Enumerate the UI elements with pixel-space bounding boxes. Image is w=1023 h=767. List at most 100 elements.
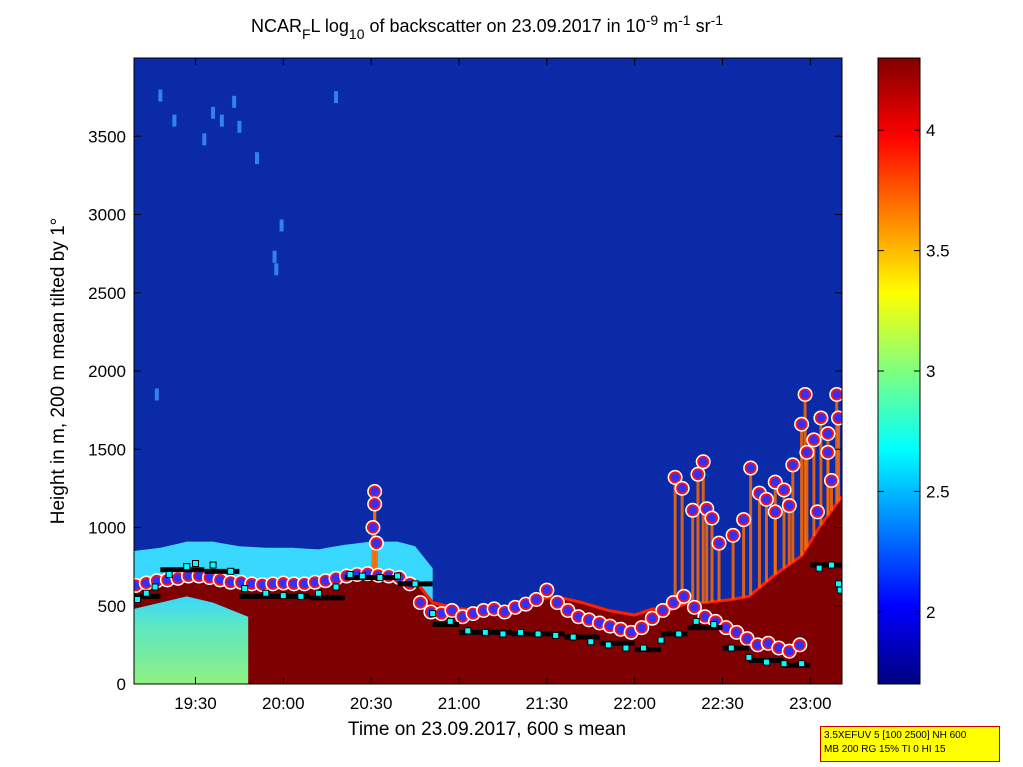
aerosol-square	[346, 570, 354, 578]
x-tick-label: 19:30	[174, 694, 217, 713]
cloud-dot	[412, 595, 428, 611]
cloud-dot	[830, 410, 842, 426]
aerosol-square	[332, 583, 340, 591]
dust-patch	[172, 114, 177, 127]
aerosol-square	[429, 610, 437, 618]
plot-area	[134, 58, 842, 684]
aerosol-square	[798, 660, 806, 668]
cloud-dot	[797, 386, 813, 402]
cloud-dot	[776, 482, 792, 498]
x-tick-label: 22:30	[701, 694, 744, 713]
cloud-dot	[676, 588, 692, 604]
cloud-dot	[806, 432, 822, 448]
x-tick-label: 22:00	[613, 694, 656, 713]
boundary-layer-region	[134, 496, 842, 684]
cloud-dot	[813, 410, 829, 426]
cloud-dot	[799, 444, 815, 460]
aerosol-square	[657, 636, 665, 644]
info-line-1: 3.5XEFUV 5 [100 2500] NH 600	[824, 730, 967, 741]
aerosol-square	[297, 592, 305, 600]
aerosol-square	[209, 561, 217, 569]
x-axis: 19:30 20:00 20:30 21:00 21:30 22:00 22:30 23:00	[174, 58, 832, 713]
dust-patch	[237, 120, 242, 133]
aerosol-square	[481, 628, 489, 636]
cloud-dot	[365, 520, 381, 535]
cloud-dot	[829, 386, 842, 402]
x-tick-label: 20:00	[262, 694, 305, 713]
cloud-dot	[743, 460, 759, 476]
aerosol-square	[314, 589, 322, 597]
cloud-dot	[718, 620, 734, 636]
aerosol-square	[394, 572, 402, 580]
cloud-dot	[634, 620, 650, 636]
aerosol-square	[815, 564, 823, 572]
aerosol-square	[241, 585, 249, 593]
cloud-dot	[820, 444, 836, 460]
cloud-dot	[212, 572, 228, 588]
x-tick-label: 21:30	[526, 694, 569, 713]
y-tick-label: 1500	[88, 440, 126, 459]
cloud-dot	[711, 535, 727, 551]
aerosol-square	[692, 617, 700, 625]
cloud-dot	[328, 570, 344, 586]
dust-patch	[254, 152, 259, 165]
aerosol-square	[534, 630, 542, 638]
y-tick-label: 500	[98, 597, 126, 616]
aerosol-square	[587, 638, 595, 646]
cloud-dot	[528, 591, 544, 607]
aerosol-square	[517, 628, 525, 636]
cloud-dot	[771, 640, 787, 656]
aerosol-square	[227, 567, 235, 575]
cloud-dot	[820, 426, 836, 442]
cloud-dot	[367, 484, 383, 500]
dust-patch	[279, 219, 284, 232]
colorbar-tick-label: 2	[926, 603, 935, 622]
cloud-dot	[785, 457, 801, 473]
colorbar-tick-label: 2.5	[926, 482, 950, 501]
colorbar	[877, 57, 921, 685]
y-tick-label: 2500	[88, 284, 126, 303]
aerosol-square	[165, 570, 173, 578]
colorbar-axis: 2 2.5 3 3.5 4	[878, 121, 950, 622]
dust-patch	[334, 91, 339, 104]
x-tick-label: 20:30	[350, 694, 393, 713]
aerosol-square	[604, 641, 612, 649]
aerosol-square	[183, 563, 191, 571]
cloud-dot	[736, 512, 752, 528]
cloud-dot	[690, 466, 706, 482]
cloud-dot	[794, 416, 810, 432]
cloud-dot	[758, 491, 774, 507]
cloud-dot	[674, 480, 690, 496]
aerosol-square	[134, 595, 142, 603]
aerosol-cyan-band	[134, 541, 433, 603]
cloud-dot	[644, 610, 660, 626]
aerosol-square	[727, 644, 735, 652]
cloud-dot	[667, 469, 683, 485]
cloud-dot	[497, 604, 513, 620]
aerosol-green-region	[134, 596, 249, 684]
aerosol-square	[552, 631, 560, 639]
aerosol-square	[780, 660, 788, 668]
aerosol-square	[745, 653, 753, 661]
colorbar-tick-label: 4	[926, 121, 935, 140]
chart-title: NCARFL log10 of backscatter on 23.09.201…	[251, 12, 723, 42]
cloud-dot	[223, 574, 239, 590]
dust-patch	[219, 114, 224, 127]
aerosol-square	[834, 580, 842, 588]
aerosol-square	[827, 561, 835, 569]
cloud-dot	[539, 582, 555, 598]
aerosol-square	[710, 621, 718, 629]
cloud-dot	[686, 599, 702, 615]
cloud-dot	[655, 602, 671, 618]
colorbar-tick-label: 3.5	[926, 242, 950, 261]
dust-patch	[232, 95, 237, 108]
aerosol-square	[411, 580, 419, 588]
y-tick-label: 1000	[88, 519, 126, 538]
aerosol-square	[499, 630, 507, 638]
aerosol-square	[151, 583, 159, 591]
dust-patch	[211, 106, 216, 119]
cloud-dot	[623, 624, 639, 640]
y-axis: 0 500 1000 1500 2000 2500 3000 3500	[88, 127, 842, 694]
x-tick-label: 21:00	[438, 694, 481, 713]
